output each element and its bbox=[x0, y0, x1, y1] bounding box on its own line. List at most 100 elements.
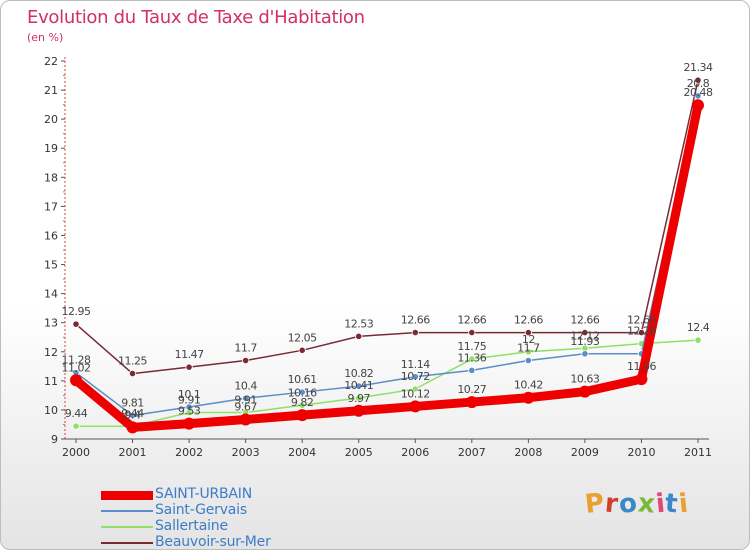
y-tick-label: 16 bbox=[44, 229, 58, 242]
data-label: 10.1 bbox=[178, 388, 201, 401]
y-tick-label: 14 bbox=[44, 288, 58, 301]
legend-swatch bbox=[101, 542, 153, 544]
data-label: 12.53 bbox=[344, 317, 373, 330]
data-label: 12.28 bbox=[627, 325, 656, 338]
data-point bbox=[468, 355, 476, 363]
logo-letter: x bbox=[636, 488, 657, 520]
data-label: 10.42 bbox=[514, 379, 543, 392]
data-point bbox=[578, 385, 591, 398]
data-label: 12 bbox=[522, 333, 535, 346]
data-label: 12.66 bbox=[401, 314, 430, 327]
data-point bbox=[298, 346, 306, 354]
y-tick-label: 9 bbox=[51, 433, 58, 446]
y-tick-label: 15 bbox=[44, 259, 58, 272]
data-point bbox=[185, 403, 193, 411]
x-tick-label: 2006 bbox=[401, 446, 429, 459]
legend-swatch bbox=[101, 490, 153, 500]
data-label: 10.72 bbox=[401, 370, 430, 383]
legend-label: Saint-Gervais bbox=[155, 502, 247, 518]
data-label: 20.8 bbox=[687, 77, 710, 90]
data-label: 9.44 bbox=[65, 407, 88, 420]
data-point bbox=[296, 409, 309, 422]
x-tick-label: 2001 bbox=[119, 446, 147, 459]
x-tick-label: 2011 bbox=[684, 446, 712, 459]
data-label: 11.28 bbox=[62, 354, 91, 367]
data-point bbox=[242, 356, 250, 365]
data-label: 11.7 bbox=[234, 341, 257, 354]
data-point bbox=[185, 363, 193, 371]
y-tick-label: 22 bbox=[44, 55, 58, 68]
data-point bbox=[72, 320, 80, 328]
x-tick-label: 2010 bbox=[627, 446, 655, 459]
data-label: 11.06 bbox=[627, 360, 656, 373]
x-tick-label: 2003 bbox=[232, 446, 260, 459]
data-point bbox=[72, 422, 80, 430]
data-label: 20.48 bbox=[684, 86, 713, 99]
data-label: 11.25 bbox=[118, 355, 147, 368]
data-label: 10.41 bbox=[344, 379, 373, 392]
data-label: 11.75 bbox=[457, 340, 486, 353]
data-label: 9.91 bbox=[178, 394, 201, 407]
data-label: 9.82 bbox=[291, 396, 314, 409]
data-label: 9.53 bbox=[178, 405, 201, 418]
proxiti-logo: Proxiti bbox=[583, 488, 691, 520]
series-beauvoir-sur-mer bbox=[72, 76, 702, 378]
data-point bbox=[352, 404, 365, 417]
data-label: 10.63 bbox=[570, 373, 599, 386]
data-point bbox=[581, 350, 589, 358]
data-label: 12.12 bbox=[570, 329, 599, 342]
y-tick-label: 20 bbox=[44, 113, 58, 126]
data-point bbox=[465, 396, 478, 409]
data-point bbox=[637, 328, 646, 337]
data-point bbox=[468, 328, 476, 337]
legend-label: Beauvoir-sur-Mer bbox=[155, 534, 271, 550]
x-tick-label: 2000 bbox=[62, 446, 90, 459]
data-point bbox=[524, 348, 532, 356]
data-label: 9.44 bbox=[121, 407, 144, 420]
data-label: 10.27 bbox=[457, 383, 486, 396]
data-point bbox=[355, 382, 363, 390]
data-label: 12.66 bbox=[514, 314, 543, 327]
data-point bbox=[411, 385, 419, 393]
data-label: 9.91 bbox=[234, 394, 257, 407]
data-point bbox=[355, 332, 363, 340]
data-label: 12.66 bbox=[627, 314, 656, 327]
y-tick-label: 11 bbox=[44, 375, 58, 388]
data-label: 10.82 bbox=[344, 367, 373, 380]
data-point bbox=[468, 366, 476, 374]
logo-letter: i bbox=[677, 488, 691, 520]
data-point bbox=[411, 373, 419, 381]
data-point bbox=[411, 328, 419, 337]
data-point bbox=[524, 328, 532, 337]
data-label: 10.61 bbox=[288, 373, 317, 386]
data-point bbox=[298, 388, 306, 396]
x-tick-label: 2004 bbox=[288, 446, 316, 459]
data-label: 10.16 bbox=[288, 386, 317, 399]
data-label: 9.67 bbox=[234, 401, 257, 414]
series-saint-urbain bbox=[70, 99, 704, 434]
data-point bbox=[581, 328, 589, 337]
data-point bbox=[128, 411, 137, 420]
x-tick-label: 2008 bbox=[514, 446, 542, 459]
data-label: 21.34 bbox=[684, 61, 713, 74]
series-saint-gervais bbox=[72, 92, 702, 420]
data-label: 12.05 bbox=[288, 331, 317, 344]
data-label: 12.66 bbox=[457, 314, 486, 327]
data-label: 9.97 bbox=[347, 392, 370, 405]
data-point bbox=[70, 374, 82, 387]
data-point bbox=[522, 391, 535, 404]
data-label: 11.93 bbox=[570, 335, 599, 348]
legend-label: SAINT-URBAIN bbox=[155, 486, 253, 502]
legend-label: Sallertaine bbox=[155, 518, 228, 534]
data-point bbox=[694, 92, 702, 100]
data-label: 11.47 bbox=[175, 348, 204, 361]
data-label: 11.36 bbox=[457, 351, 486, 364]
legend-swatch bbox=[101, 510, 153, 512]
y-tick-label: 10 bbox=[44, 404, 58, 417]
data-point bbox=[128, 369, 137, 378]
chart-title: Evolution du Taux de Taxe d'Habitation bbox=[27, 7, 365, 28]
data-label: 12.4 bbox=[687, 321, 710, 334]
series-line bbox=[75, 95, 699, 417]
data-point bbox=[694, 76, 702, 84]
